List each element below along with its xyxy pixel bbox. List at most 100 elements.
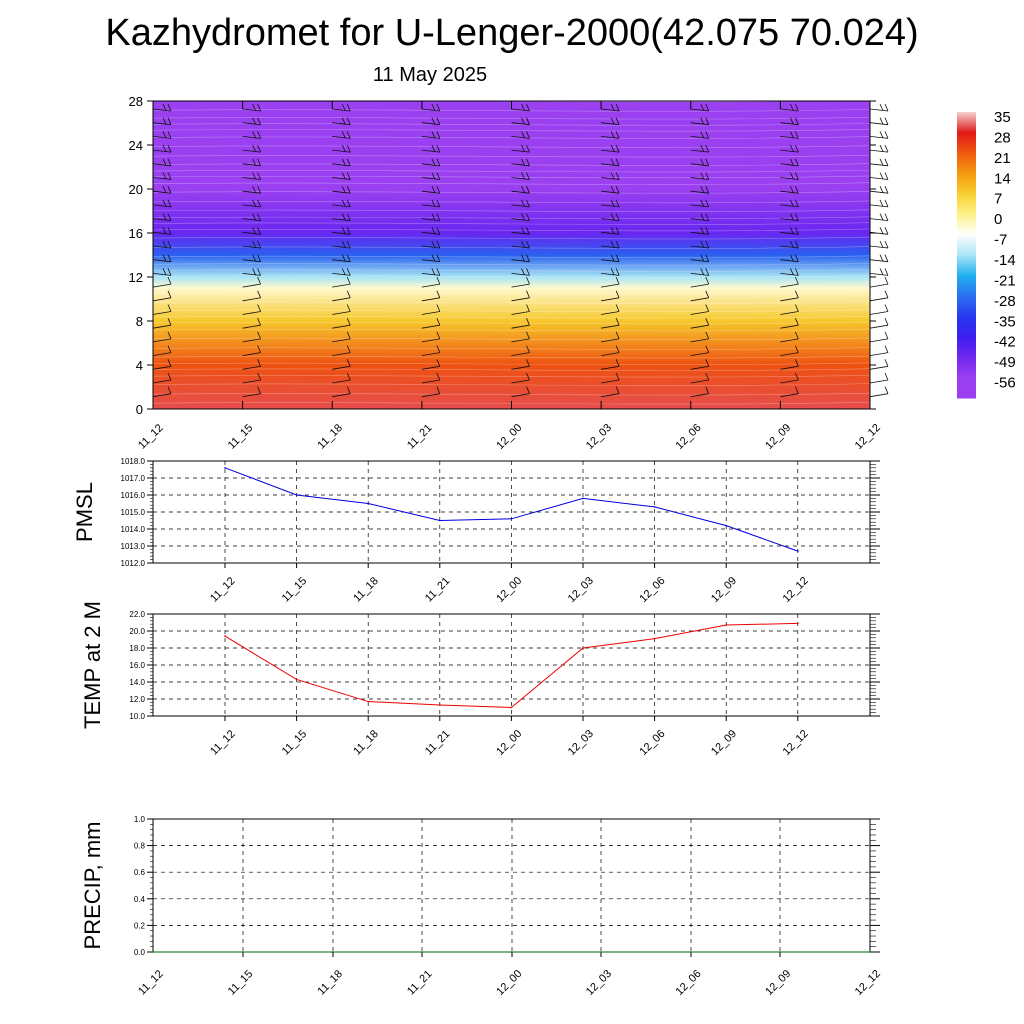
wind-barb-feather (431, 103, 436, 111)
wind-barb-feather (705, 276, 710, 285)
wind-barb-feather (252, 199, 256, 207)
wind-barb-feather (252, 103, 256, 111)
colorbar-label: -42 (994, 334, 1016, 351)
wind-barb-feather (257, 254, 261, 262)
wind-barb (780, 122, 799, 126)
wind-barb-feather (521, 227, 525, 234)
wind-barb (601, 365, 620, 370)
wind-barb-feather (521, 117, 525, 125)
wind-barb-feather (431, 199, 436, 207)
wind-barb (421, 365, 440, 370)
wind-barb-feather (521, 240, 525, 248)
wind-barb-feather (884, 172, 889, 180)
wind-barb-feather (884, 254, 889, 262)
wind-barb-feather (526, 131, 530, 139)
wind-barb-feather (346, 290, 351, 298)
wind-barb (332, 136, 351, 139)
temp2m-data-point (295, 678, 298, 681)
wind-barb-feather (526, 345, 530, 353)
colorbar-label: -56 (994, 375, 1016, 392)
precip-data-point (241, 951, 244, 953)
wind-barb-feather (879, 254, 884, 262)
wind-barb-feather (167, 331, 172, 340)
wind-barb (242, 190, 261, 194)
wind-barb-feather (521, 144, 525, 152)
wind-barb-feather (795, 331, 799, 340)
wind-barb-feather (167, 213, 172, 221)
wind-barb-feather (257, 331, 261, 340)
wind-barb-feather (162, 213, 167, 221)
wind-barb-feather (795, 158, 799, 166)
precip-data-point (869, 951, 871, 953)
wind-barb-feather (257, 268, 261, 276)
wind-barb-feather (795, 359, 799, 367)
wind-barb-feather (346, 345, 351, 353)
wind-barb-feather (257, 213, 261, 221)
wind-barb-feather (795, 103, 799, 112)
wind-barb-feather (884, 144, 889, 153)
wind-barb (152, 338, 172, 343)
pmsl-x-tick-label: 11_18 (351, 575, 381, 605)
wind-barb-feather (705, 131, 710, 139)
wind-barb (869, 136, 889, 139)
wind-barb-feather (879, 240, 884, 248)
wind-barb-feather (700, 186, 705, 193)
wind-barb (869, 352, 889, 356)
wind-barb (780, 108, 799, 112)
wind-barb-feather (705, 103, 710, 112)
wind-barb (242, 136, 261, 139)
wind-barb (511, 338, 530, 343)
temp2m-x-tick-label: 11_12 (208, 728, 238, 758)
chart-subtitle: 11 May 2025 (372, 64, 488, 86)
wind-barb-feather (436, 117, 441, 125)
wind-barb-feather (615, 290, 620, 298)
wind-barb (332, 338, 351, 343)
wind-barb-feather (879, 186, 884, 193)
colorbar-segment (957, 132, 976, 154)
wind-barb (780, 365, 799, 370)
wind-barb (601, 190, 620, 194)
wind-barb (332, 273, 351, 276)
isotherm-line (152, 309, 871, 312)
x-tick-label: 12_06 (674, 422, 704, 452)
wind-barb-feather (795, 290, 799, 298)
wind-barb-feather (431, 158, 436, 166)
wind-barb-feather (167, 386, 172, 394)
wind-barb (511, 259, 530, 263)
wind-barb-feather (346, 254, 351, 262)
wind-barb-feather (436, 172, 441, 180)
wind-barb (332, 204, 351, 208)
colorbar-label: 28 (994, 129, 1011, 146)
wind-barb (421, 122, 440, 126)
wind-barb-feather (341, 172, 346, 180)
wind-barb-feather (700, 117, 705, 125)
wind-barb-feather (521, 172, 525, 180)
wind-barb-feather (252, 213, 256, 221)
wind-barb-feather (884, 372, 889, 381)
wind-barb (152, 122, 172, 126)
wind-barb-feather (526, 372, 530, 381)
wind-barb-feather (705, 117, 710, 125)
wind-barb-feather (162, 254, 167, 262)
temp2m-y-tick-label: 22.0 (129, 610, 145, 619)
wind-barb-feather (615, 117, 620, 125)
wind-barb-feather (341, 158, 346, 166)
pmsl-y-tick-label: 1018.0 (121, 457, 146, 466)
wind-barb-feather (252, 131, 256, 139)
temp2m-x-tick-label: 12_06 (637, 728, 667, 758)
wind-barb (332, 108, 351, 112)
y-tick-label: 16 (129, 226, 143, 241)
x-tick-label: 12_03 (584, 422, 614, 452)
wind-barb-feather (167, 268, 172, 276)
wind-barb (601, 177, 620, 180)
wind-barb (869, 163, 889, 167)
precip-y-tick-label: 0.6 (134, 868, 146, 877)
wind-barb-feather (431, 117, 436, 125)
colorbar-label: -49 (994, 354, 1016, 371)
wind-barb-feather (346, 172, 351, 180)
wind-barb-feather (257, 186, 261, 194)
wind-barb (242, 204, 261, 208)
wind-barb (869, 245, 889, 249)
precip-x-tick-label: 12_00 (494, 968, 524, 998)
isotherm-line (152, 383, 871, 386)
